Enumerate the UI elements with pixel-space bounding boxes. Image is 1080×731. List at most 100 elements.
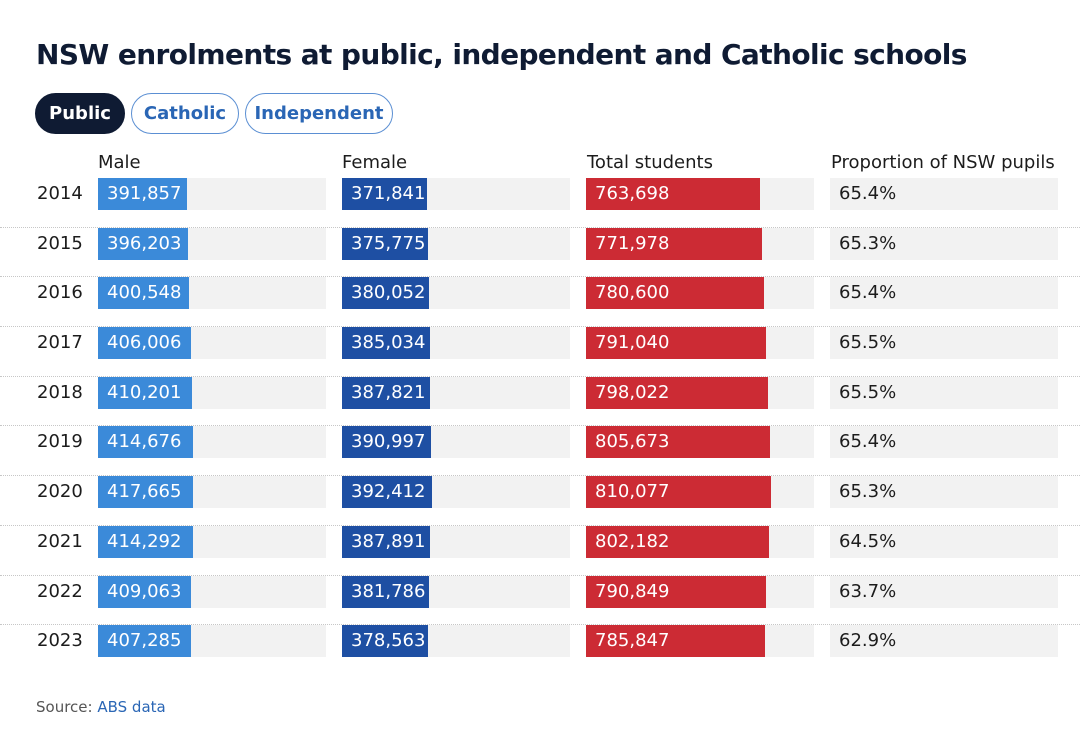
male-bar	[98, 625, 191, 658]
total-bar	[586, 575, 767, 608]
table-row: 2015 396,203 375,775 771,978 65.3%	[0, 227, 1080, 278]
total-cell: 790,849	[586, 575, 814, 608]
total-bar	[586, 327, 767, 360]
female-bar	[342, 426, 432, 459]
row-year: 2019	[37, 431, 83, 453]
male-cell: 396,203	[98, 227, 326, 260]
proportion-cell: 65.3%	[830, 227, 1058, 260]
female-bar	[342, 376, 431, 409]
table-row: 2019 414,676 390,997 805,673 65.4%	[0, 426, 1080, 477]
total-cell: 805,673	[586, 426, 814, 459]
row-year: 2020	[37, 481, 83, 503]
total-value: 810,077	[595, 481, 670, 503]
total-cell: 802,182	[586, 525, 814, 558]
category-tabs: Public Catholic Independent	[35, 93, 393, 134]
female-cell: 381,786	[342, 575, 570, 608]
female-cell: 387,821	[342, 376, 570, 409]
table-row: 2022 409,063 381,786 790,849 63.7%	[0, 575, 1080, 626]
total-cell: 810,077	[586, 476, 814, 509]
total-cell: 763,698	[586, 178, 814, 210]
female-value: 385,034	[351, 332, 426, 354]
female-value: 371,841	[351, 183, 426, 204]
male-cell: 410,201	[98, 376, 326, 409]
proportion-value: 65.4%	[839, 431, 897, 453]
female-value: 392,412	[351, 481, 426, 503]
proportion-value: 64.5%	[839, 530, 897, 552]
proportion-cell: 65.3%	[830, 476, 1058, 509]
total-cell: 780,600	[586, 277, 814, 310]
male-bar	[98, 227, 189, 260]
table-row: 2018 410,201 387,821 798,022 65.5%	[0, 376, 1080, 427]
proportion-value: 65.3%	[839, 232, 897, 254]
row-year: 2023	[37, 630, 83, 652]
proportion-cell: 63.7%	[830, 575, 1058, 608]
proportion-value: 63.7%	[839, 580, 897, 602]
female-bar	[342, 227, 428, 260]
male-value: 409,063	[107, 580, 182, 602]
proportion-value: 65.3%	[839, 481, 897, 503]
total-cell: 785,847	[586, 625, 814, 658]
chart-title: NSW enrolments at public, independent an…	[36, 38, 967, 71]
female-cell: 392,412	[342, 476, 570, 509]
data-table: 2014 391,857 371,841 763,698 65.4% 2015 396,20…	[0, 178, 1080, 675]
male-bar	[98, 426, 193, 459]
total-bar	[586, 376, 768, 409]
row-year: 2018	[37, 381, 83, 403]
row-year: 2015	[37, 232, 83, 254]
proportion-cell: 65.4%	[830, 178, 1058, 210]
male-bar	[98, 575, 192, 608]
total-bar	[586, 525, 769, 558]
male-cell: 400,548	[98, 277, 326, 310]
male-bar	[98, 327, 191, 360]
proportion-value: 65.5%	[839, 381, 897, 403]
female-value: 381,786	[351, 580, 426, 602]
female-value: 375,775	[351, 232, 426, 254]
male-value: 414,676	[107, 431, 182, 453]
male-cell: 409,063	[98, 575, 326, 608]
male-value: 391,857	[107, 183, 182, 204]
tab-independent[interactable]: Independent	[245, 93, 393, 134]
proportion-cell: 65.5%	[830, 327, 1058, 360]
total-bar	[586, 277, 764, 310]
male-bar	[98, 476, 194, 509]
male-bar	[98, 178, 188, 210]
column-header-proportion: Proportion of NSW pupils	[831, 152, 1055, 173]
proportion-cell: 64.5%	[830, 525, 1058, 558]
female-cell: 390,997	[342, 426, 570, 459]
total-bar	[586, 476, 771, 509]
tab-public[interactable]: Public	[35, 93, 125, 134]
table-row: 2016 400,548 380,052 780,600 65.4%	[0, 277, 1080, 328]
total-bar	[586, 227, 762, 260]
source-link[interactable]: ABS data	[97, 698, 166, 716]
female-bar	[342, 625, 429, 658]
proportion-value: 65.4%	[839, 282, 897, 304]
female-bar	[342, 327, 430, 360]
female-value: 378,563	[351, 630, 426, 652]
male-cell: 414,292	[98, 525, 326, 558]
female-bar	[342, 525, 431, 558]
total-cell: 771,978	[586, 227, 814, 260]
male-value: 414,292	[107, 530, 182, 552]
female-value: 387,821	[351, 381, 426, 403]
tab-catholic[interactable]: Catholic	[131, 93, 239, 134]
male-value: 407,285	[107, 630, 182, 652]
female-cell: 378,563	[342, 625, 570, 658]
total-value: 763,698	[595, 183, 670, 204]
column-header-female: Female	[342, 152, 408, 173]
total-value: 791,040	[595, 332, 670, 354]
proportion-cell: 65.5%	[830, 376, 1058, 409]
row-year: 2014	[37, 183, 83, 204]
female-cell: 387,891	[342, 525, 570, 558]
row-year: 2017	[37, 332, 83, 354]
female-bar	[342, 178, 427, 210]
row-year: 2022	[37, 580, 83, 602]
male-cell: 414,676	[98, 426, 326, 459]
total-value: 805,673	[595, 431, 670, 453]
male-bar	[98, 277, 190, 310]
proportion-value: 62.9%	[839, 630, 897, 652]
female-value: 380,052	[351, 282, 426, 304]
male-value: 406,006	[107, 332, 182, 354]
source-label: Source:	[36, 698, 98, 716]
male-value: 410,201	[107, 381, 182, 403]
column-header-male: Male	[98, 152, 141, 173]
